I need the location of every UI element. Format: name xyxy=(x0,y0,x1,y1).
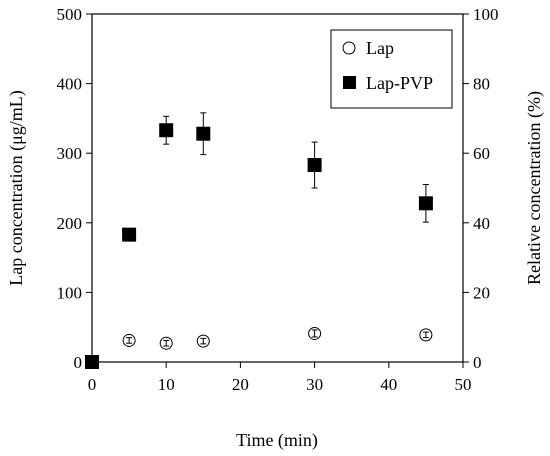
legend-marker-lap xyxy=(342,41,356,55)
point-lap xyxy=(159,336,173,350)
x-tick-label: 20 xyxy=(232,375,249,394)
legend-box xyxy=(330,29,453,109)
point-lap-pvp xyxy=(196,126,211,141)
point-lap xyxy=(419,328,433,342)
y2-tick-label: 20 xyxy=(473,283,490,302)
x-tick-label: 30 xyxy=(306,375,323,394)
point-lap-pvp xyxy=(122,227,137,242)
x-tick-label: 50 xyxy=(455,375,472,394)
y2-tick-label: 0 xyxy=(473,353,482,372)
y2-axis-title: Relative concentration (%) xyxy=(524,91,545,285)
y2-tick-label: 80 xyxy=(473,75,490,94)
point-lap-pvp xyxy=(159,123,174,138)
legend-label-lap: Lap xyxy=(366,38,394,58)
y2-tick-label: 40 xyxy=(473,214,490,233)
y2-tick-label: 100 xyxy=(473,5,499,24)
legend: Lap Lap-PVP xyxy=(330,29,453,109)
x-axis-title: Time (min) xyxy=(236,430,318,451)
point-lap xyxy=(122,333,136,347)
x-tick-label: 10 xyxy=(158,375,175,394)
marks xyxy=(85,112,433,369)
point-lap-pvp xyxy=(85,355,99,369)
y-tick-label: 0 xyxy=(74,353,83,372)
y-tick-label: 200 xyxy=(57,214,83,233)
point-lap-pvp xyxy=(307,158,322,173)
y-tick-label: 300 xyxy=(57,144,83,163)
x-tick-label: 40 xyxy=(380,375,397,394)
y-tick-label: 100 xyxy=(57,283,83,302)
point-lap xyxy=(196,334,210,348)
legend-marker-lap-pvp xyxy=(343,76,356,89)
point-lap xyxy=(308,326,322,340)
point-lap-pvp xyxy=(418,196,433,211)
y-tick-label: 400 xyxy=(57,75,83,94)
y-tick-label: 500 xyxy=(57,5,83,24)
plot-frame xyxy=(91,13,464,363)
y2-tick-label: 60 xyxy=(473,144,490,163)
x-tick-label: 0 xyxy=(88,375,97,394)
y-axis-title: Lap concentration (μg/mL) xyxy=(6,90,27,286)
legend-label-lap-pvp: Lap-PVP xyxy=(366,73,433,93)
